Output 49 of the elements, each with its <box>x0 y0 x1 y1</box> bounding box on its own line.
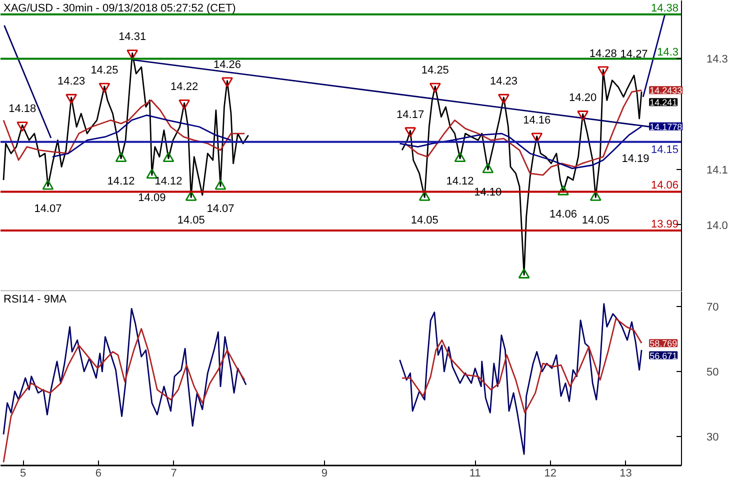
chart-title: XAG/USD - 30min - 09/13/2018 05:27:52 (CET) <box>4 2 236 14</box>
data-label: 14.22 <box>170 81 198 94</box>
data-label: 14.09 <box>138 192 166 204</box>
data-label: 14.23 <box>490 76 518 88</box>
data-label: 14.12 <box>154 175 182 188</box>
y-tick-label: 14.0 <box>706 220 728 232</box>
data-label: 14.18 <box>8 103 36 116</box>
annotation: 14.27 <box>620 48 648 60</box>
x-tick-label: 9 <box>321 468 328 480</box>
data-label: 14.25 <box>421 64 449 76</box>
data-label: 14.2433 <box>650 86 682 96</box>
ref-line-label: 14.06 <box>650 180 679 192</box>
annotation: 14.19 <box>622 153 650 165</box>
data-label: 14.12 <box>446 175 474 188</box>
y-tick-label: 14.1 <box>706 164 728 177</box>
x-tick-label: 6 <box>95 468 102 480</box>
ref-line-label: 14.3 <box>657 46 679 59</box>
chart-title: RSI14 - 9MA <box>4 294 68 306</box>
data-label: 14.16 <box>523 114 551 126</box>
data-label: 56.671 <box>650 350 678 361</box>
x-tick-label: 13 <box>620 468 632 480</box>
data-label: 14.05 <box>177 214 205 226</box>
data-label: 14.23 <box>58 76 86 88</box>
data-label: 14.07 <box>34 203 62 216</box>
x-tick-label: 12 <box>544 468 557 480</box>
ref-line-label: 14.15 <box>650 144 679 156</box>
data-label: 14.28 <box>589 48 617 60</box>
y-tick-label: 50 <box>706 366 719 379</box>
ref-line-label: 13.99 <box>650 218 679 231</box>
data-label: 14.12 <box>107 175 135 188</box>
data-label: 14.06 <box>549 208 577 221</box>
data-label: 14.241 <box>650 98 678 108</box>
data-label: 14.07 <box>206 203 234 216</box>
data-label: 14.25 <box>90 64 118 76</box>
data-label: 14.17 <box>396 108 424 121</box>
data-label: 14.20 <box>569 92 597 104</box>
data-label: 14.05 <box>582 214 610 226</box>
data-label: 14.31 <box>118 31 146 44</box>
y-tick-label: 30 <box>706 431 719 444</box>
y-tick-label: 70 <box>706 302 719 314</box>
data-label: 58.769 <box>650 338 678 349</box>
ref-line-label: 14.38 <box>650 2 679 14</box>
x-tick-label: 5 <box>20 468 26 480</box>
data-label: 14.26 <box>213 58 242 71</box>
x-tick-label: 7 <box>170 468 177 480</box>
x-tick-label: 11 <box>469 468 481 480</box>
y-tick-label: 14.3 <box>706 54 728 66</box>
data-label: 14.05 <box>410 214 438 226</box>
data-label: 14.1778 <box>650 122 682 132</box>
